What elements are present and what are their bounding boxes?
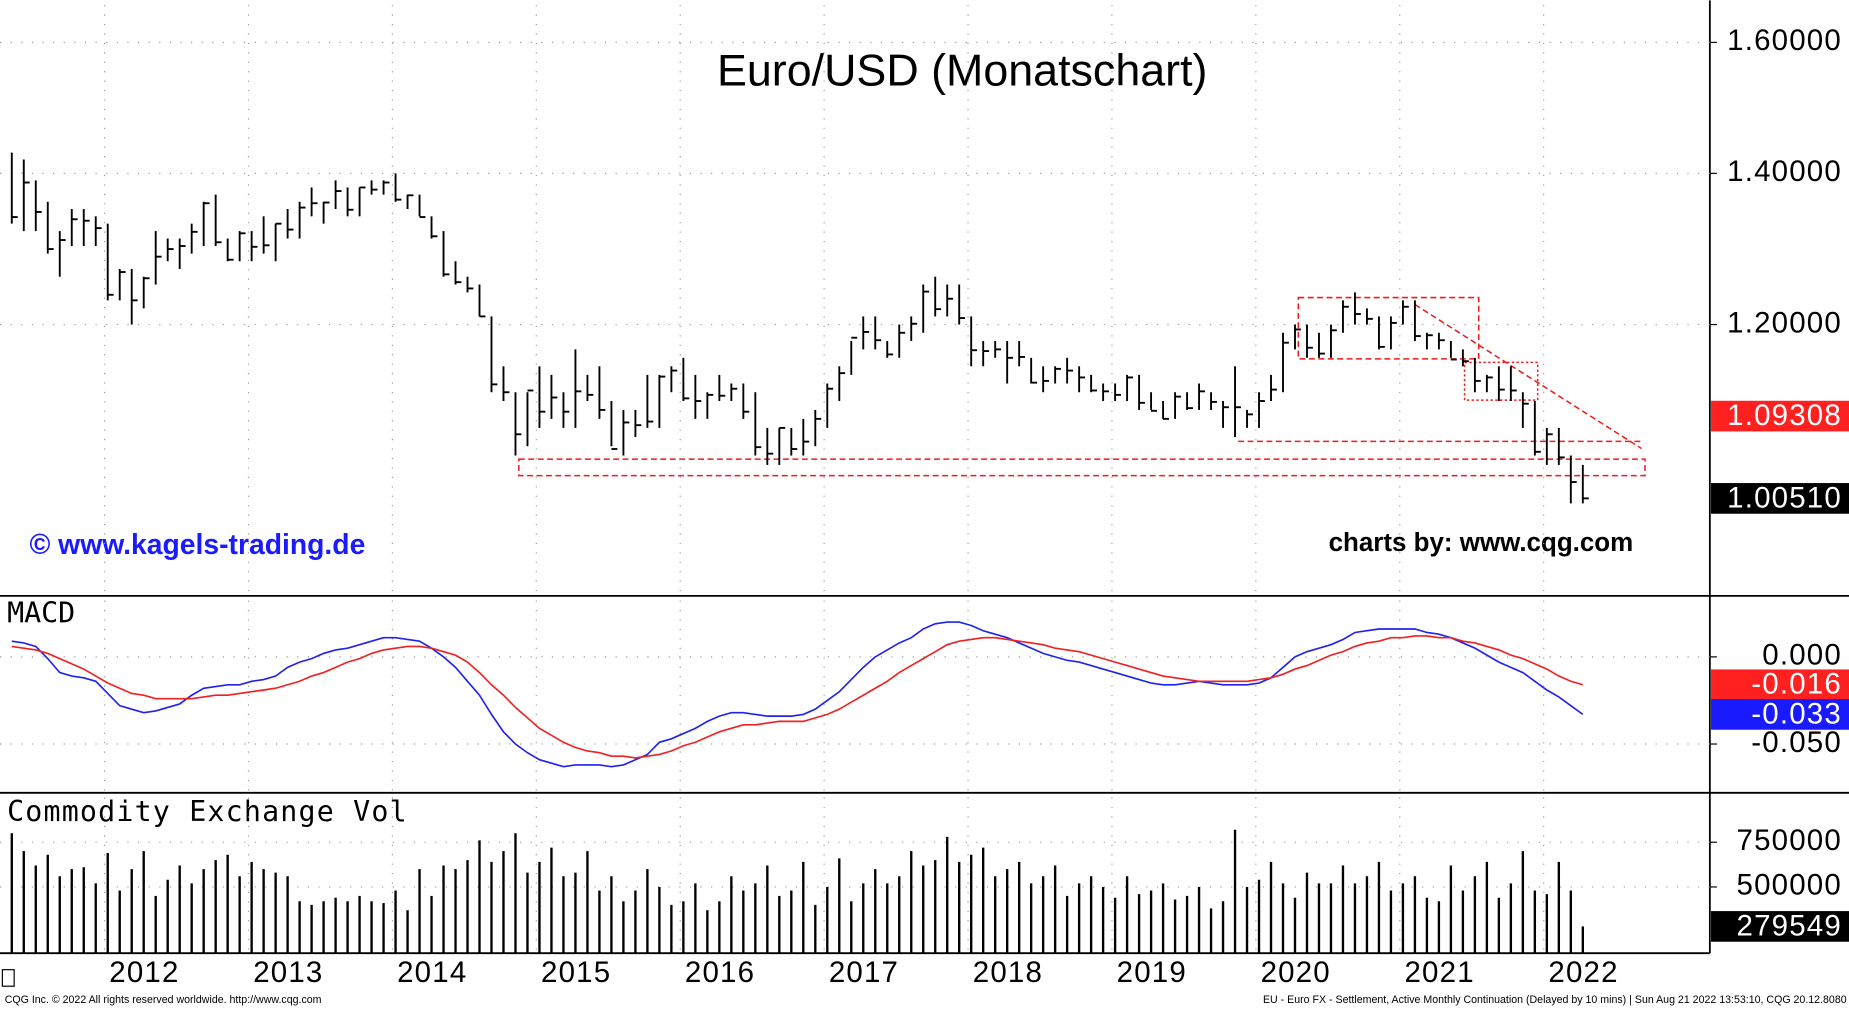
- chart-title: Euro/USD (Monatschart): [717, 45, 1207, 95]
- watermark: charts by: www.cqg.com: [1329, 529, 1634, 557]
- x-tick-label: 2013: [253, 956, 323, 989]
- scroll-box[interactable]: [1, 969, 15, 987]
- y-tick-label: 750000: [1737, 824, 1842, 857]
- y-tick-label: 1.40000: [1727, 155, 1842, 188]
- range-box: [1297, 296, 1480, 360]
- frame: [0, 0, 1849, 987]
- annotations: [518, 296, 1646, 477]
- value-marker: [1711, 699, 1849, 730]
- macd-line: [11, 621, 1584, 768]
- value-marker: [1711, 669, 1849, 701]
- y-tick-label: 1.20000: [1727, 306, 1842, 339]
- value-marker: [1711, 400, 1849, 432]
- y-tick-label: 500000: [1737, 869, 1842, 902]
- x-tick-label: 2018: [973, 956, 1043, 989]
- value-marker-label: 1.09308: [1727, 399, 1842, 432]
- x-tick-label: 2016: [685, 956, 755, 989]
- x-tick-label: 2015: [541, 956, 611, 989]
- value-marker: [1711, 911, 1849, 942]
- y-tick-label: -0.050: [1751, 726, 1842, 759]
- watermark: © www.kagels-trading.de: [29, 528, 365, 560]
- value-marker-label: -0.033: [1751, 697, 1842, 730]
- panel-title: MACD: [7, 597, 75, 630]
- value-marker-label: 279549: [1737, 909, 1842, 942]
- footer-right: EU - Euro FX - Settlement, Active Monthl…: [1263, 994, 1847, 1006]
- support-box: [518, 458, 1646, 477]
- x-tick-label: 2017: [829, 956, 899, 989]
- value-marker-label: -0.016: [1751, 668, 1842, 701]
- range-box-small: [1463, 361, 1539, 401]
- footer-left: CQG Inc. © 2022 All rights reserved worl…: [5, 994, 322, 1006]
- value-marker: [1711, 483, 1849, 514]
- trend-line: [1414, 303, 1642, 450]
- macd-line: [11, 635, 1584, 759]
- panel-title: Commodity Exchange Vol: [7, 795, 408, 828]
- x-tick-label: 2021: [1404, 956, 1474, 989]
- x-tick-label: 2012: [109, 956, 179, 989]
- y-tick-label: 1.60000: [1727, 24, 1842, 57]
- value-marker-label: 1.00510: [1727, 481, 1842, 514]
- x-tick-label: 2019: [1117, 956, 1187, 989]
- x-tick-label: 2022: [1548, 956, 1618, 989]
- x-tick-label: 2014: [397, 956, 467, 989]
- y-tick-label: 0.000: [1762, 639, 1842, 672]
- x-tick-label: 2020: [1261, 956, 1331, 989]
